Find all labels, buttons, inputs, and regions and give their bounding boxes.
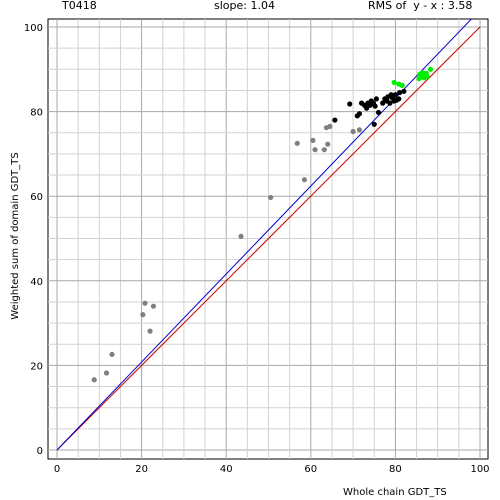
y-tick-label: 60 xyxy=(30,192,43,203)
data-point xyxy=(356,111,363,117)
data-point xyxy=(399,82,405,88)
data-point xyxy=(321,147,327,153)
data-point xyxy=(375,109,382,116)
data-point xyxy=(373,96,379,102)
data-point xyxy=(372,103,378,109)
slope-label: slope: 1.04 xyxy=(214,0,275,12)
data-point xyxy=(350,128,356,135)
y-tick-label: 100 xyxy=(24,23,43,34)
data-point xyxy=(396,96,402,102)
axis-ticks: 0 20 40 60 80 100 0 20 40 60 80 100 xyxy=(24,23,490,475)
data-point xyxy=(332,117,338,123)
y-tick-label: 40 xyxy=(30,277,43,288)
identity-line xyxy=(56,26,481,451)
data-point xyxy=(109,351,115,358)
data-point xyxy=(424,73,430,80)
data-point xyxy=(140,312,146,318)
data-point xyxy=(147,328,153,334)
y-axis-label: Weighted sum of domain GDT_TS xyxy=(10,152,21,319)
x-tick-label: 40 xyxy=(220,464,233,475)
data-point xyxy=(91,377,97,383)
data-point xyxy=(356,127,363,133)
data-point xyxy=(294,140,300,146)
target-id: T0418 xyxy=(62,0,97,12)
y-tick-label: 20 xyxy=(30,361,43,372)
data-point xyxy=(150,303,157,309)
x-tick-label: 0 xyxy=(54,464,60,475)
x-tick-label: 80 xyxy=(389,464,402,475)
data-point xyxy=(327,123,333,130)
data-point xyxy=(392,92,398,98)
data-point xyxy=(310,137,316,143)
data-points xyxy=(91,66,434,383)
data-point xyxy=(387,100,393,106)
data-point xyxy=(380,100,386,106)
data-point xyxy=(427,66,434,72)
x-tick-label: 20 xyxy=(135,464,148,475)
reference-lines xyxy=(56,19,481,451)
x-tick-label: 60 xyxy=(304,464,317,475)
fit-line xyxy=(56,19,473,451)
data-point xyxy=(325,141,331,147)
data-point xyxy=(268,194,274,201)
data-point xyxy=(391,79,397,86)
data-point xyxy=(238,233,244,239)
data-point xyxy=(401,88,407,94)
data-point xyxy=(371,121,377,127)
y-tick-label: 0 xyxy=(37,446,43,457)
rms-label: RMS of y - x : 3.58 xyxy=(368,0,473,12)
data-point xyxy=(364,105,370,111)
data-point xyxy=(142,300,148,306)
data-point xyxy=(397,89,403,96)
x-axis-label: Whole chain GDT_TS xyxy=(343,487,447,498)
data-point xyxy=(103,370,110,376)
data-point xyxy=(301,177,308,183)
data-point xyxy=(312,147,318,153)
x-tick-label: 100 xyxy=(470,464,489,475)
y-tick-label: 80 xyxy=(30,108,43,119)
data-point xyxy=(347,101,353,107)
grid xyxy=(48,19,488,459)
